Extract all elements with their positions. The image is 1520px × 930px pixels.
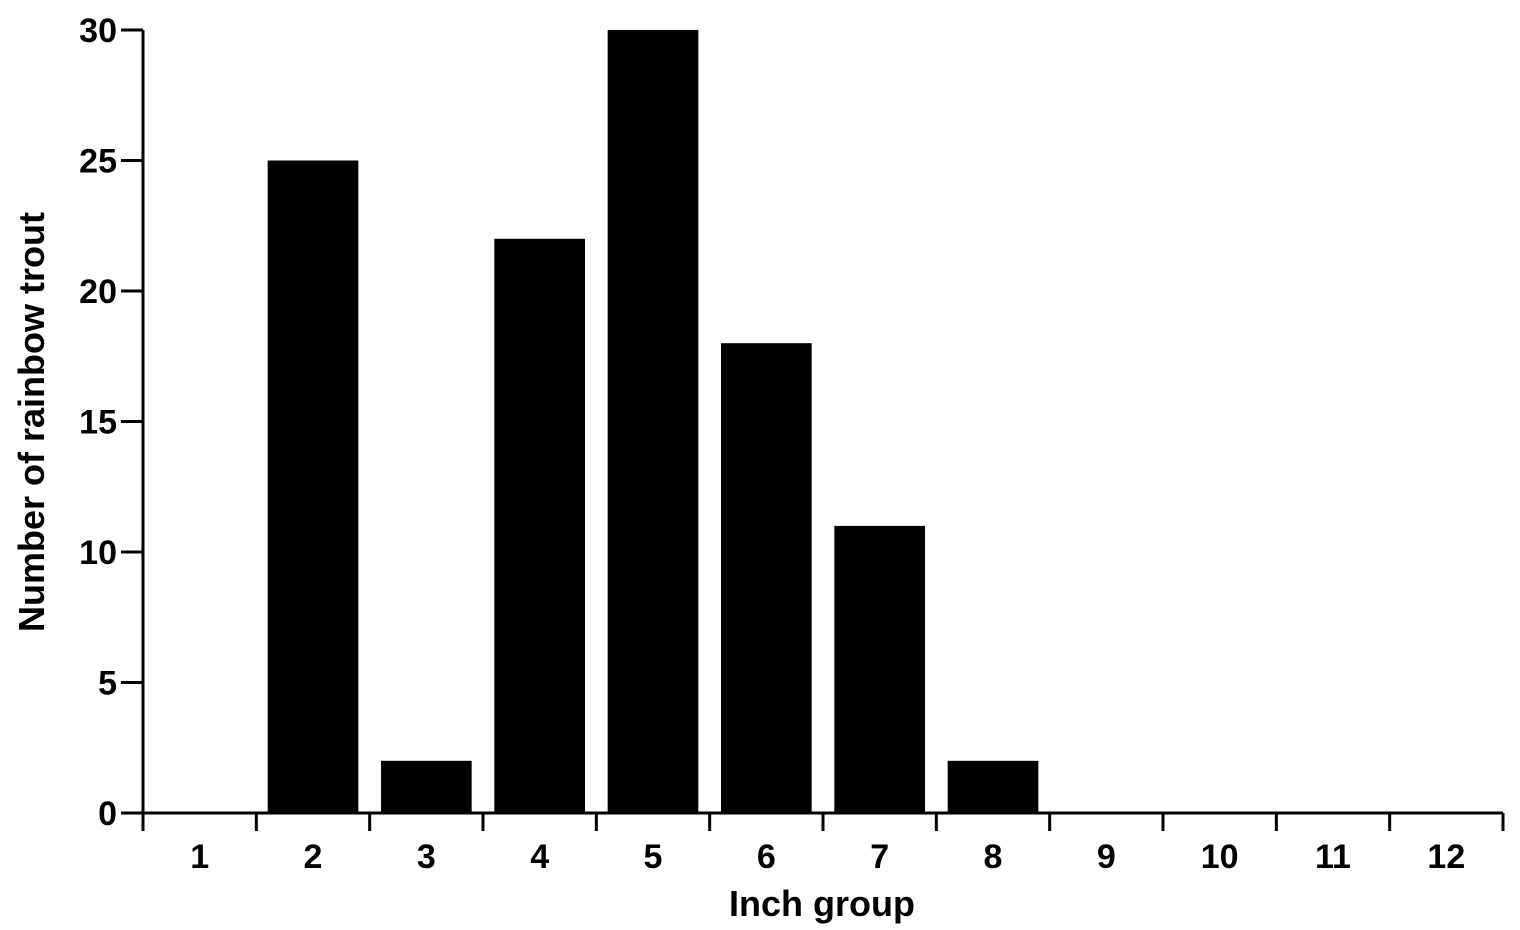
bar-8 [947,760,1039,813]
x-axis-label: Inch group [729,883,915,924]
bar-6 [721,343,812,813]
x-tick-label: 11 [1315,838,1351,876]
x-tick-label: 3 [417,838,436,876]
x-tick-label: 9 [1097,838,1116,876]
bar-5 [607,30,699,813]
y-tick-label: 0 [98,795,117,833]
bars [267,30,1039,814]
x-tick-label: 10 [1201,838,1239,876]
x-tick-label: 1 [190,838,209,876]
y-axis-ticks: 0 5 10 15 20 25 30 [79,12,143,833]
x-tick-label: 7 [870,838,889,876]
x-tick-label: 2 [304,838,323,876]
bar-2 [267,160,359,813]
y-tick-label: 20 [79,273,117,311]
y-tick-label: 10 [79,534,117,572]
x-tick-label: 5 [644,838,663,876]
y-tick-label: 15 [79,404,117,442]
bar-3 [381,760,472,813]
x-axis-ticks: 1 2 3 4 5 6 7 8 9 10 11 12 [141,813,1505,876]
x-tick-label: 12 [1427,838,1465,876]
bar-7 [834,525,925,813]
y-axis-label: Number of rainbow trout [11,212,52,632]
y-tick-label: 5 [98,665,117,703]
y-tick-label: 30 [79,12,117,50]
bar-4 [494,238,585,814]
x-tick-label: 4 [530,838,549,876]
x-tick-label: 6 [757,838,776,876]
x-tick-label: 8 [984,838,1003,876]
y-tick-label: 25 [79,143,117,181]
